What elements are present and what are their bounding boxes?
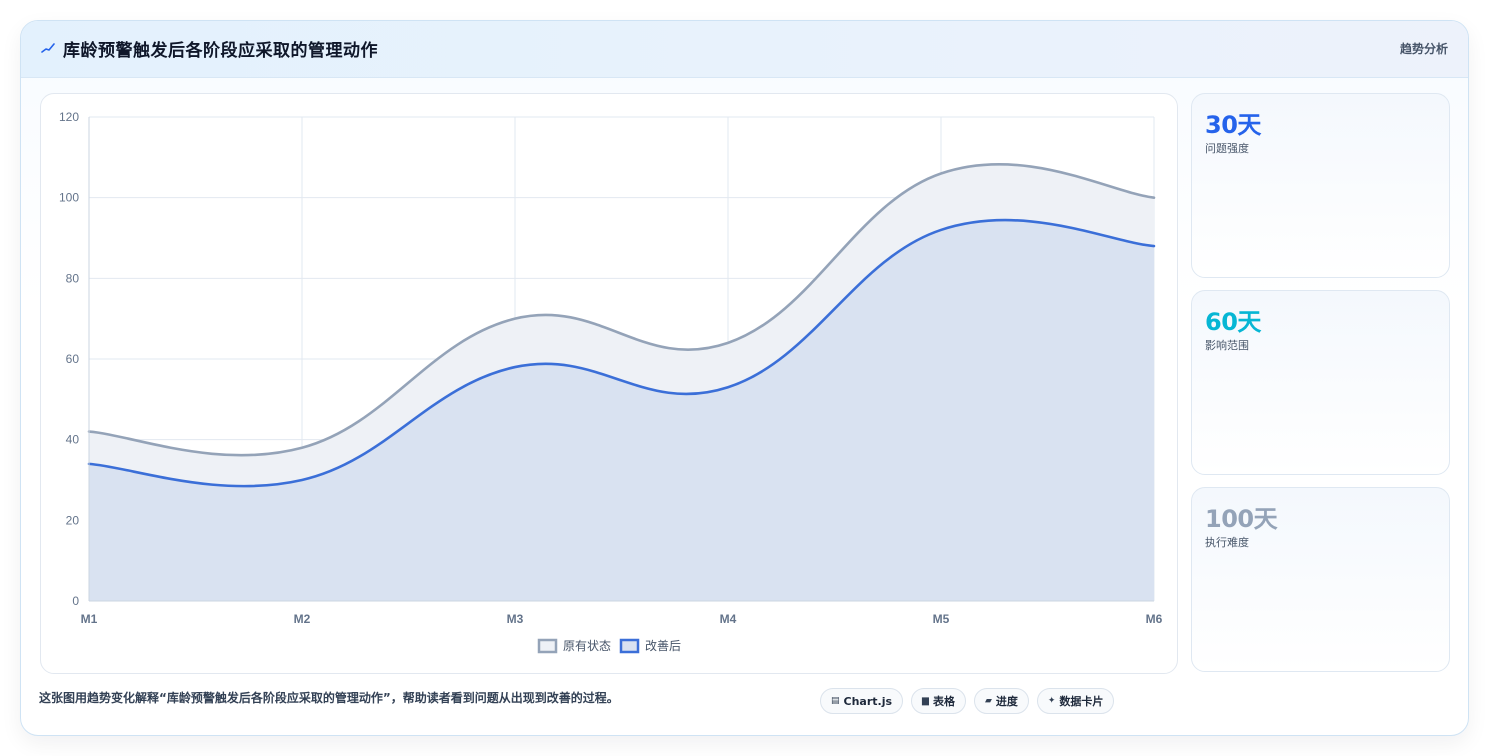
table-icon: ▆ (922, 696, 929, 706)
legend-swatch (537, 638, 558, 654)
badge-label: 进度 (995, 695, 1018, 708)
y-tick-label: 100 (59, 191, 79, 205)
stat-value: 30天 (1205, 111, 1261, 139)
series-line-1 (87, 218, 1156, 488)
badge-data-card[interactable]: ✦ 数据卡片 (1036, 688, 1115, 714)
badge-label: 表格 (932, 695, 955, 708)
trend-analysis-tag: 趋势分析 (1399, 42, 1448, 56)
chart-panel: 0 20 40 60 80 100 120 M1 M2 M3 M4 M5 M6 原有状态 改善后 (40, 93, 1178, 674)
main-card: 库龄预警触发后各阶段应采取的管理动作 趋势分析 0 20 40 60 80 100 120 M… (20, 20, 1469, 736)
y-tick-label: 0 (72, 594, 79, 608)
tech-badges: ▤ Chart.js ▆ 表格 ▰ 进度 ✦ 数据卡片 (820, 688, 1115, 714)
badge-label: 数据卡片 (1059, 695, 1104, 708)
card-icon: ✦ (1047, 696, 1056, 706)
series-area-1 (89, 220, 1154, 601)
stat-label: 执行难度 (1205, 536, 1249, 549)
area-chart: 0 20 40 60 80 100 120 M1 M2 M3 M4 M5 M6 原有状态 改善后 (59, 110, 1163, 654)
page-title: 库龄预警触发后各阶段应采取的管理动作 (63, 41, 378, 61)
stat-card-intensity: 30天 问题强度 (1191, 93, 1450, 278)
legend-swatch (619, 638, 640, 654)
legend-label: 改善后 (645, 638, 681, 653)
x-tick-label: M3 (507, 612, 524, 626)
x-tick-label: M1 (81, 612, 98, 626)
badge-table[interactable]: ▆ 表格 (911, 688, 966, 714)
stat-label: 影响范围 (1205, 339, 1249, 352)
series-line-0 (87, 163, 1156, 457)
x-tick-label: M5 (933, 612, 950, 626)
card-header: 库龄预警触发后各阶段应采取的管理动作 趋势分析 (21, 21, 1468, 78)
x-tick-label: M6 (1146, 612, 1163, 626)
x-tick-label: M4 (720, 612, 737, 626)
badge-chartjs[interactable]: ▤ Chart.js (820, 688, 904, 714)
chart-description: 这张图用趋势变化解释“库龄预警触发后各阶段应采取的管理动作”，帮助读者看到问题从… (39, 691, 619, 705)
y-tick-label: 20 (66, 513, 80, 527)
stat-card-difficulty: 100天 执行难度 (1191, 487, 1450, 672)
y-tick-label: 60 (66, 352, 80, 366)
chart-icon: ▤ (831, 696, 840, 706)
y-tick-label: 80 (66, 271, 80, 285)
y-tick-label: 40 (66, 433, 80, 447)
progress-icon: ▰ (984, 696, 992, 706)
y-tick-label: 120 (59, 110, 79, 124)
legend-label: 原有状态 (563, 639, 611, 653)
stat-card-scope: 60天 影响范围 (1191, 290, 1450, 475)
stat-value: 60天 (1205, 308, 1261, 336)
stat-label: 问题强度 (1205, 142, 1249, 155)
badge-progress[interactable]: ▰ 进度 (973, 688, 1029, 714)
x-tick-label: M2 (294, 612, 311, 626)
sparkline-icon (41, 43, 55, 53)
badge-label: Chart.js (843, 694, 893, 708)
stat-value: 100天 (1205, 505, 1278, 533)
